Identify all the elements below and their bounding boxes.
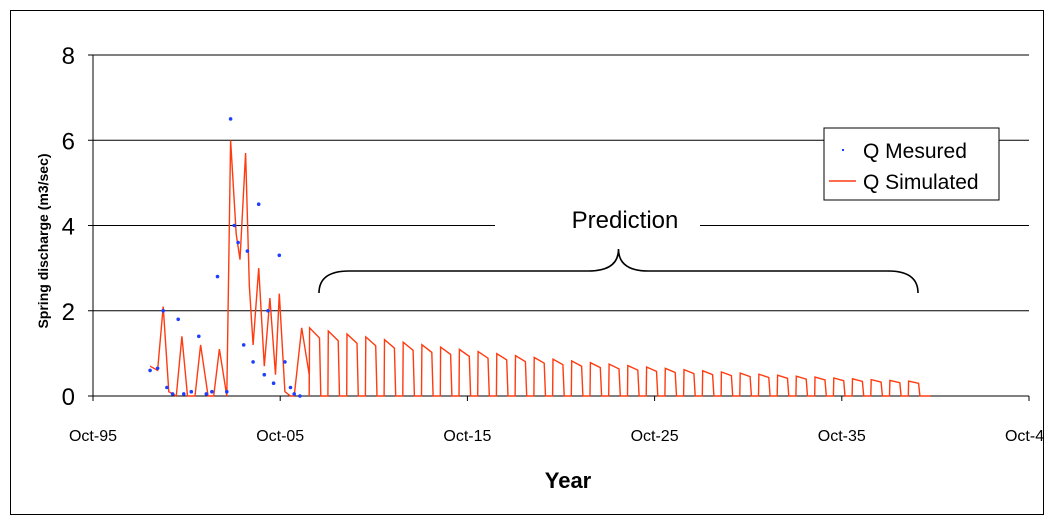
- data-point-measured: [266, 309, 270, 313]
- y-tick-label-2: 4: [62, 214, 75, 241]
- x-tick-label-0: Oct-95: [69, 428, 117, 445]
- axis-layer: 0 2 4 6 8 Oct-95 Oct-05 Oct-15 Oct-25 Oct-35 Oct-4…: [62, 43, 1045, 445]
- data-point-measured: [245, 249, 250, 253]
- annotation-layer: Prediction: [318, 207, 919, 294]
- data-point-measured: [170, 392, 175, 396]
- data-point-measured: [288, 385, 293, 390]
- y-tick-label-4: 8: [62, 43, 75, 70]
- data-point-measured: [277, 253, 282, 258]
- data-point-measured: [225, 389, 229, 394]
- data-point-measured: [165, 385, 169, 390]
- x-tick-label-1: Oct-05: [256, 428, 304, 445]
- data-point-measured: [232, 223, 237, 228]
- data-point-measured: [262, 372, 267, 377]
- prediction-brace: [318, 248, 919, 294]
- prediction-label-background: [495, 216, 700, 246]
- y-tick-label-1: 2: [62, 299, 75, 326]
- data-point-measured: [271, 381, 276, 386]
- x-tick-label-4: Oct-35: [818, 428, 866, 445]
- data-point-measured: [210, 389, 214, 394]
- data-point-measured: [182, 392, 186, 396]
- data-point-measured: [241, 343, 246, 347]
- legend-label-simulated: Q Simulated: [863, 171, 979, 194]
- data-point-measured: [298, 394, 302, 398]
- prediction-label: Prediction: [572, 207, 679, 234]
- x-axis-label: Year: [545, 468, 592, 493]
- data-point-measured: [256, 202, 261, 206]
- data-point-measured: [251, 360, 255, 364]
- data-point-measured: [161, 309, 165, 313]
- data-point-measured: [155, 366, 160, 371]
- legend: Q Mesured Q Simulated: [823, 127, 1000, 201]
- chart-frame: 0 2 4 6 8 Oct-95 Oct-05 Oct-15 Oct-25 Oct-35 Oct-4…: [10, 10, 1045, 515]
- data-point-measured: [189, 389, 194, 394]
- y-tick-label-0: 0: [62, 384, 75, 411]
- x-tick-label-2: Oct-15: [443, 428, 491, 445]
- data-point-measured: [292, 392, 297, 396]
- legend-label-measured: Q Mesured: [863, 140, 967, 163]
- data-point-measured: [228, 117, 233, 121]
- series-layer: [148, 117, 931, 398]
- data-point-measured: [148, 368, 152, 373]
- chart-svg: 0 2 4 6 8 Oct-95 Oct-05 Oct-15 Oct-25 Oct-35 Oct-4…: [35, 43, 1045, 493]
- y-axis-label: Spring discharge (m3/sec): [35, 153, 51, 328]
- series-line-simulated: [149, 140, 931, 398]
- data-point-measured: [197, 334, 201, 339]
- data-point-measured: [215, 274, 220, 279]
- data-point-measured: [236, 240, 240, 245]
- grid-layer: [93, 54, 1029, 312]
- legend-marker-measured: [842, 149, 844, 151]
- data-point-measured: [283, 360, 287, 364]
- legend-box: [823, 127, 1000, 201]
- data-point-measured: [176, 317, 180, 322]
- data-point-measured: [204, 392, 209, 396]
- x-tick-label-3: Oct-25: [631, 428, 679, 445]
- x-tick-label-5: Oct-45: [1005, 428, 1045, 445]
- y-tick-label-3: 6: [62, 128, 75, 155]
